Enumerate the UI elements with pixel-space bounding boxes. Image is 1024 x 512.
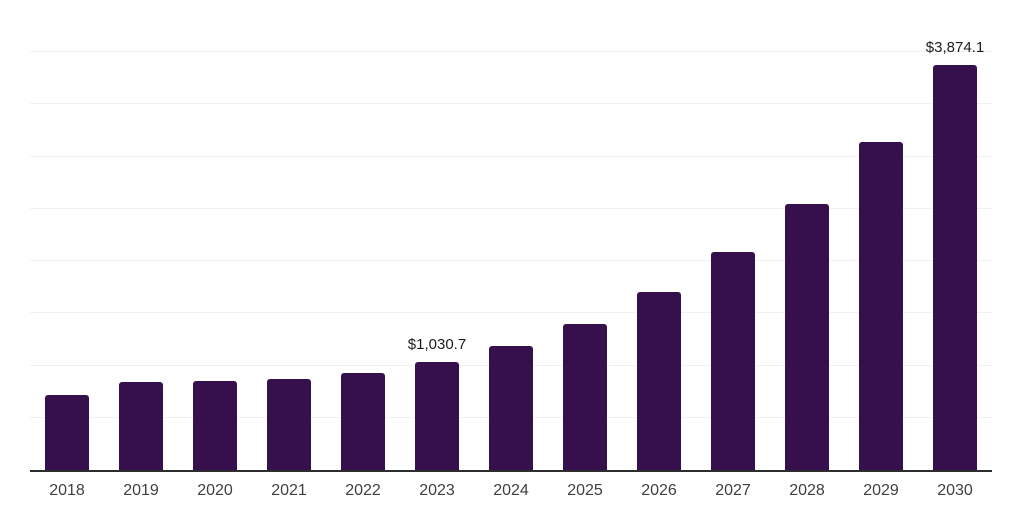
bar-2025 bbox=[563, 323, 607, 470]
bar-2029 bbox=[859, 142, 903, 470]
bar-2023 bbox=[415, 362, 459, 470]
x-axis: 2018 2019 2020 2021 2022 2023 2024 2025 2026 2027… bbox=[30, 482, 992, 500]
bar-slot-2020 bbox=[178, 0, 252, 470]
x-tick-2025: 2025 bbox=[567, 482, 603, 499]
bar-2024 bbox=[489, 345, 533, 470]
x-tick-2020: 2020 bbox=[197, 482, 233, 499]
x-tick-2018: 2018 bbox=[49, 482, 85, 499]
gridline-4000 bbox=[30, 51, 992, 53]
gridline-2000 bbox=[30, 260, 992, 262]
bar-slot-2029 bbox=[844, 0, 918, 470]
x-tick-2023: 2023 bbox=[419, 482, 455, 499]
x-tick-2019: 2019 bbox=[123, 482, 159, 499]
bar-slot-2026 bbox=[622, 0, 696, 470]
bar-2019 bbox=[119, 381, 163, 470]
x-tick-2029: 2029 bbox=[863, 482, 899, 499]
bar-2026 bbox=[637, 291, 681, 470]
bar-2027 bbox=[711, 252, 755, 470]
bar-slot-2018 bbox=[30, 0, 104, 470]
bar-2030 bbox=[933, 65, 977, 470]
bar-slot-2030: $3,874.1 bbox=[918, 0, 992, 470]
bar-slot-2023: $1,030.7 bbox=[400, 0, 474, 470]
plot-area: $1,030.7 $3,874.1 bbox=[30, 0, 992, 472]
gridline-3500 bbox=[30, 103, 992, 105]
gridline-2500 bbox=[30, 207, 992, 209]
bar-2022 bbox=[341, 372, 385, 470]
gridline-1500 bbox=[30, 312, 992, 314]
x-tick-2027: 2027 bbox=[715, 482, 751, 499]
x-tick-2021: 2021 bbox=[271, 482, 307, 499]
bar-slot-2027 bbox=[696, 0, 770, 470]
bar-slot-2022 bbox=[326, 0, 400, 470]
bar-slot-2019 bbox=[104, 0, 178, 470]
data-label-2023: $1,030.7 bbox=[407, 336, 467, 354]
x-tick-2024: 2024 bbox=[493, 482, 529, 499]
x-tick-2030: 2030 bbox=[937, 482, 973, 499]
bar-2020 bbox=[193, 381, 237, 470]
bar-2028 bbox=[785, 204, 829, 470]
x-tick-2028: 2028 bbox=[789, 482, 825, 499]
bar-slot-2024 bbox=[474, 0, 548, 470]
x-tick-2026: 2026 bbox=[641, 482, 677, 499]
bar-2018 bbox=[45, 394, 89, 470]
bar-slot-2028 bbox=[770, 0, 844, 470]
x-tick-2022: 2022 bbox=[345, 482, 381, 499]
bar-2021 bbox=[267, 379, 311, 470]
data-label-2030: $3,874.1 bbox=[925, 39, 985, 57]
bar-slot-2021 bbox=[252, 0, 326, 470]
gridline-3000 bbox=[30, 155, 992, 157]
bar-slot-2025 bbox=[548, 0, 622, 470]
